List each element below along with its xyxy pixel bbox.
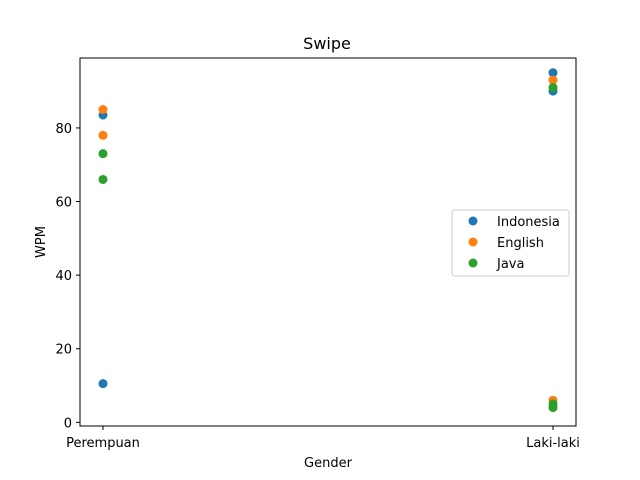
point-java-1 — [98, 174, 108, 184]
data-points — [98, 68, 558, 413]
plot-frame — [79, 57, 577, 427]
legend-label-english: English — [497, 236, 544, 251]
legend: Indonesia English Java — [451, 209, 570, 277]
point-english-2 — [548, 75, 558, 85]
x-axis-title: Gender — [304, 456, 353, 471]
legend-box — [451, 209, 570, 277]
point-java-4 — [548, 403, 558, 413]
point-english-1 — [98, 130, 108, 140]
point-indonesia-2 — [548, 68, 558, 78]
y-tick-label: 60 — [55, 196, 72, 211]
y-axis-title: WPM — [34, 226, 49, 258]
x-axis: Perempuan Laki-laki — [66, 426, 580, 451]
legend-label-indonesia: Indonesia — [497, 215, 560, 230]
legend-label-java: Java — [496, 257, 524, 272]
legend-marker-english — [468, 237, 478, 247]
y-tick-label: 20 — [55, 343, 72, 358]
y-tick-label: 0 — [64, 416, 72, 431]
point-java-0 — [98, 149, 108, 159]
point-java-2 — [548, 82, 558, 92]
x-tick-label: Perempuan — [66, 436, 140, 451]
legend-marker-indonesia — [468, 216, 478, 226]
y-axis: 0 20 40 60 80 — [55, 122, 80, 431]
chart-title: Swipe — [303, 34, 351, 53]
point-english-0 — [98, 105, 108, 115]
y-tick-label: 80 — [55, 122, 72, 137]
x-tick-label: Laki-laki — [526, 436, 580, 451]
y-tick-label: 40 — [55, 269, 72, 284]
point-indonesia-1 — [98, 379, 108, 389]
legend-marker-java — [468, 258, 478, 268]
